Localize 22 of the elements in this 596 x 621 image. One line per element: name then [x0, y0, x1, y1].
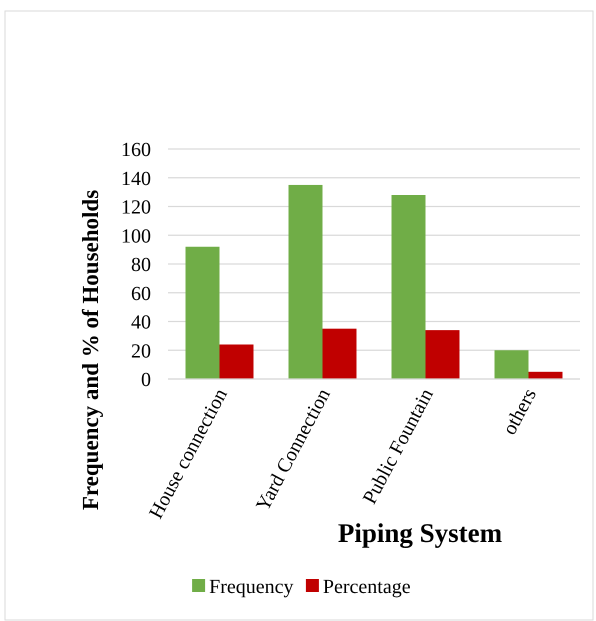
- legend-label: Frequency: [209, 576, 294, 598]
- bar: [426, 330, 460, 379]
- bar: [392, 195, 426, 379]
- y-tick-label: 100: [121, 225, 151, 248]
- x-tick-label: others: [498, 384, 542, 439]
- y-tick-label: 20: [131, 340, 151, 362]
- y-tick-label: 120: [121, 196, 151, 218]
- legend-label: Percentage: [322, 576, 411, 598]
- y-tick-label: 140: [121, 168, 151, 190]
- y-tick-label: 0: [141, 369, 151, 391]
- x-axis-title: Piping System: [338, 518, 503, 548]
- y-tick-label: 160: [121, 139, 151, 161]
- bar: [528, 372, 562, 379]
- y-tick-label: 60: [131, 282, 151, 305]
- y-tick-label: 40: [131, 312, 151, 334]
- bar: [322, 328, 356, 379]
- y-axis-title: Frequency and % of Households: [78, 190, 103, 510]
- bar: [220, 344, 254, 379]
- bar: [494, 350, 528, 379]
- bar: [186, 246, 220, 379]
- bar: [288, 184, 322, 379]
- y-tick-label: 80: [131, 254, 151, 276]
